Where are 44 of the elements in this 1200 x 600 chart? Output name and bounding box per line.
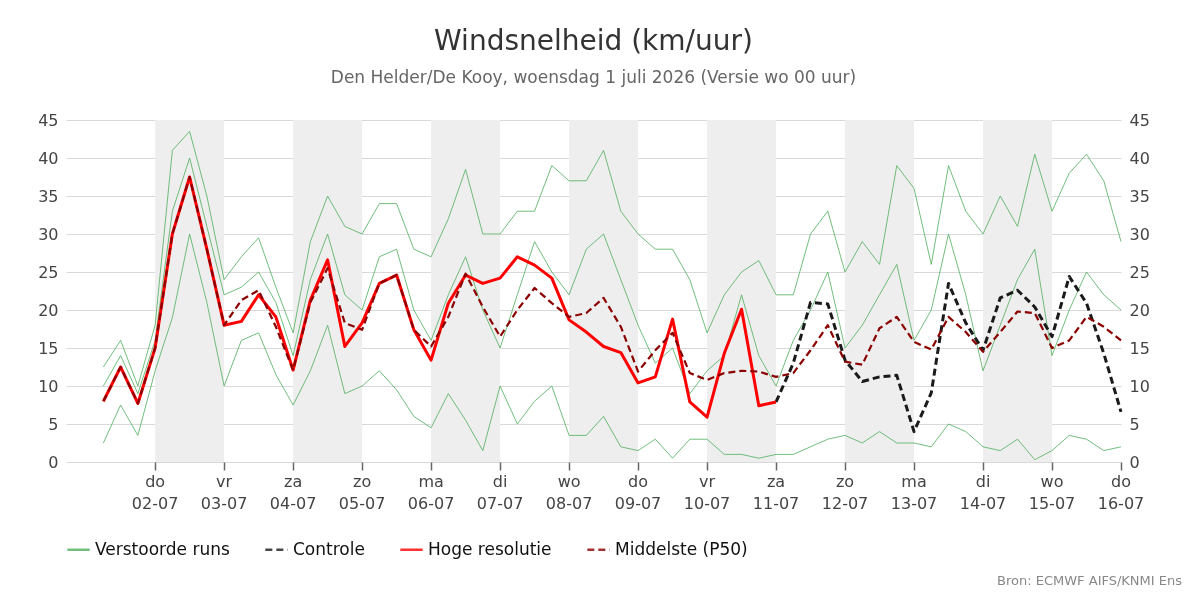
y2-tick-label: 10 bbox=[1129, 376, 1150, 396]
y-tick-label: 30 bbox=[38, 224, 59, 244]
legend-label: Controle bbox=[293, 538, 365, 559]
y2-tick-label: 5 bbox=[1129, 414, 1140, 434]
x-tick-label: vr 03-07 bbox=[200, 472, 248, 513]
y2-tick-label: 45 bbox=[1129, 110, 1150, 130]
text: Bron: ECMWF AIFS/KNMI Ens bbox=[997, 573, 1182, 588]
x-tick-label: za 11-07 bbox=[752, 472, 800, 513]
chart-title: Windsnelheid (km/uur) bbox=[434, 24, 753, 57]
y-tick-label: 0 bbox=[48, 452, 59, 472]
x-tick-label: zo 12-07 bbox=[821, 472, 869, 513]
y2-tick-label: 0 bbox=[1129, 452, 1140, 472]
legend-label: Verstoorde runs bbox=[95, 538, 230, 559]
x-tick-label: do 09-07 bbox=[614, 472, 662, 513]
x-tick-label: ma 06-07 bbox=[407, 472, 455, 513]
x-tick-label: za 04-07 bbox=[269, 472, 317, 513]
x-tick-label: vr 10-07 bbox=[683, 472, 731, 513]
y-tick-label: 5 bbox=[48, 414, 59, 434]
y-tick-label: 25 bbox=[38, 262, 59, 282]
y2-tick-label: 35 bbox=[1129, 186, 1150, 206]
x-tick-label: zo 05-07 bbox=[338, 472, 386, 513]
line-series bbox=[102, 233, 1122, 461]
y2-tick-label: 30 bbox=[1129, 224, 1150, 244]
y2-tick-label: 15 bbox=[1129, 338, 1150, 358]
legend-label: Hoge resolutie bbox=[428, 538, 552, 559]
y-tick-label: 40 bbox=[38, 148, 59, 168]
y-tick-label: 15 bbox=[38, 338, 59, 358]
x-tick-label: di 07-07 bbox=[476, 472, 524, 513]
x-tick-label: do 16-07 bbox=[1097, 472, 1145, 513]
y-tick-label: 45 bbox=[38, 110, 59, 130]
y-tick-label: 10 bbox=[38, 376, 59, 396]
x-tick-label: wo 08-07 bbox=[545, 472, 593, 513]
legend-label: Middelste (P50) bbox=[615, 538, 748, 559]
x-tick-label: do 02-07 bbox=[131, 472, 179, 513]
x-tick-label: ma 13-07 bbox=[890, 472, 938, 513]
y2-tick-label: 40 bbox=[1129, 148, 1150, 168]
line-series bbox=[774, 275, 1123, 434]
y-tick-label: 20 bbox=[38, 300, 59, 320]
y2-tick-label: 20 bbox=[1129, 300, 1150, 320]
chart-subtitle: Den Helder/De Kooy, woensdag 1 juli 2026 (Versie wo 00 uur) bbox=[330, 67, 857, 87]
y-tick-label: 35 bbox=[38, 186, 59, 206]
y2-tick-label: 25 bbox=[1129, 262, 1150, 282]
x-tick-label: wo 15-07 bbox=[1028, 472, 1076, 513]
x-tick-label: di 14-07 bbox=[959, 472, 1007, 513]
